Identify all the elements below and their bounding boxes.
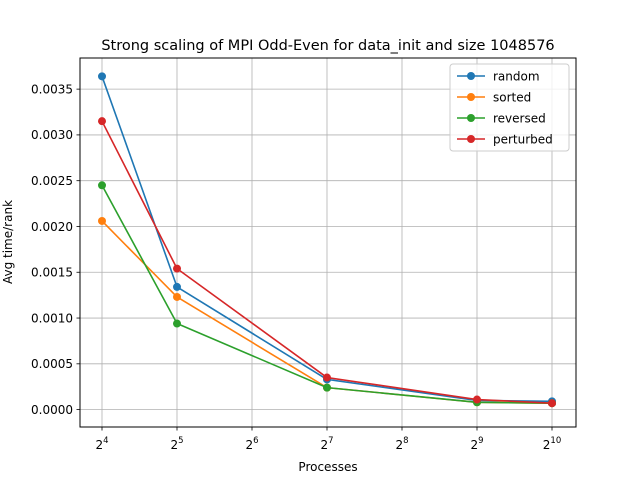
x-tick-label: 26 [245, 436, 258, 452]
data-point [173, 319, 181, 328]
series-perturbed [98, 117, 556, 408]
legend-label: reversed [493, 111, 546, 125]
plot-frame [79, 57, 577, 428]
legend: random sorted reversed perturbed [449, 63, 570, 152]
x-tick-base: 2 [395, 438, 403, 452]
y-axis-label: Avg time/rank [1, 200, 15, 284]
legend-item-perturbed: perturbed [457, 132, 553, 146]
x-tick-base: 2 [170, 438, 178, 452]
y-tick-label: 0.0020 [31, 220, 73, 234]
y-tick-label: 0.0025 [31, 174, 73, 188]
x-tick-label: 29 [470, 436, 483, 452]
x-axis-label: Processes [298, 460, 357, 474]
x-tick-base: 2 [95, 438, 103, 452]
y-axis: 0.0000 0.0005 0.0010 0.0015 0.0020 0.0025 0.00… [31, 82, 80, 417]
legend-marker [467, 72, 475, 80]
legend-marker [467, 93, 475, 101]
data-point [98, 216, 106, 225]
legend-item-random: random [457, 69, 540, 83]
x-axis: 24 25 26 27 28 29 210 [95, 427, 561, 452]
data-point [98, 72, 106, 81]
x-tick-exponent: 9 [478, 436, 483, 446]
legend-item-sorted: sorted [457, 90, 531, 104]
x-tick-base: 2 [320, 438, 328, 452]
y-tick-label: 0.0015 [31, 266, 73, 280]
x-tick-exponent: 10 [550, 436, 561, 446]
series-reversed [98, 181, 556, 408]
x-tick-label: 25 [170, 436, 183, 452]
y-tick-label: 0.0030 [31, 128, 73, 142]
x-tick-base: 2 [245, 438, 253, 452]
legend-marker [467, 135, 475, 143]
y-tick-label: 0.0010 [31, 311, 73, 325]
series-layer [98, 72, 556, 408]
data-point [173, 292, 181, 301]
y-tick-label: 0.0000 [31, 403, 73, 417]
data-point [548, 399, 556, 408]
x-tick-label: 210 [543, 436, 561, 452]
data-point [98, 117, 106, 126]
x-tick-exponent: 5 [178, 436, 183, 446]
x-tick-exponent: 6 [253, 436, 258, 446]
legend-label: sorted [493, 90, 531, 104]
legend-label: random [493, 69, 540, 83]
y-tick-label: 0.0035 [31, 82, 73, 96]
legend-item-reversed: reversed [457, 111, 546, 125]
x-tick-base: 2 [543, 438, 551, 452]
x-tick-label: 24 [95, 436, 108, 452]
x-tick-exponent: 8 [403, 436, 408, 446]
x-tick-exponent: 4 [103, 436, 108, 446]
data-point [473, 395, 481, 404]
data-point [173, 282, 181, 291]
legend-marker [467, 114, 475, 122]
x-tick-base: 2 [470, 438, 478, 452]
legend-label: perturbed [493, 132, 553, 146]
chart-title: Strong scaling of MPI Odd-Even for data_… [101, 38, 554, 54]
data-point [173, 264, 181, 273]
x-tick-label: 28 [395, 436, 408, 452]
y-tick-label: 0.0005 [31, 357, 73, 371]
legend-box [449, 63, 570, 152]
x-tick-label: 27 [320, 436, 333, 452]
data-point [323, 383, 331, 392]
data-point [323, 373, 331, 382]
x-tick-exponent: 7 [328, 436, 333, 446]
data-point [98, 181, 106, 190]
